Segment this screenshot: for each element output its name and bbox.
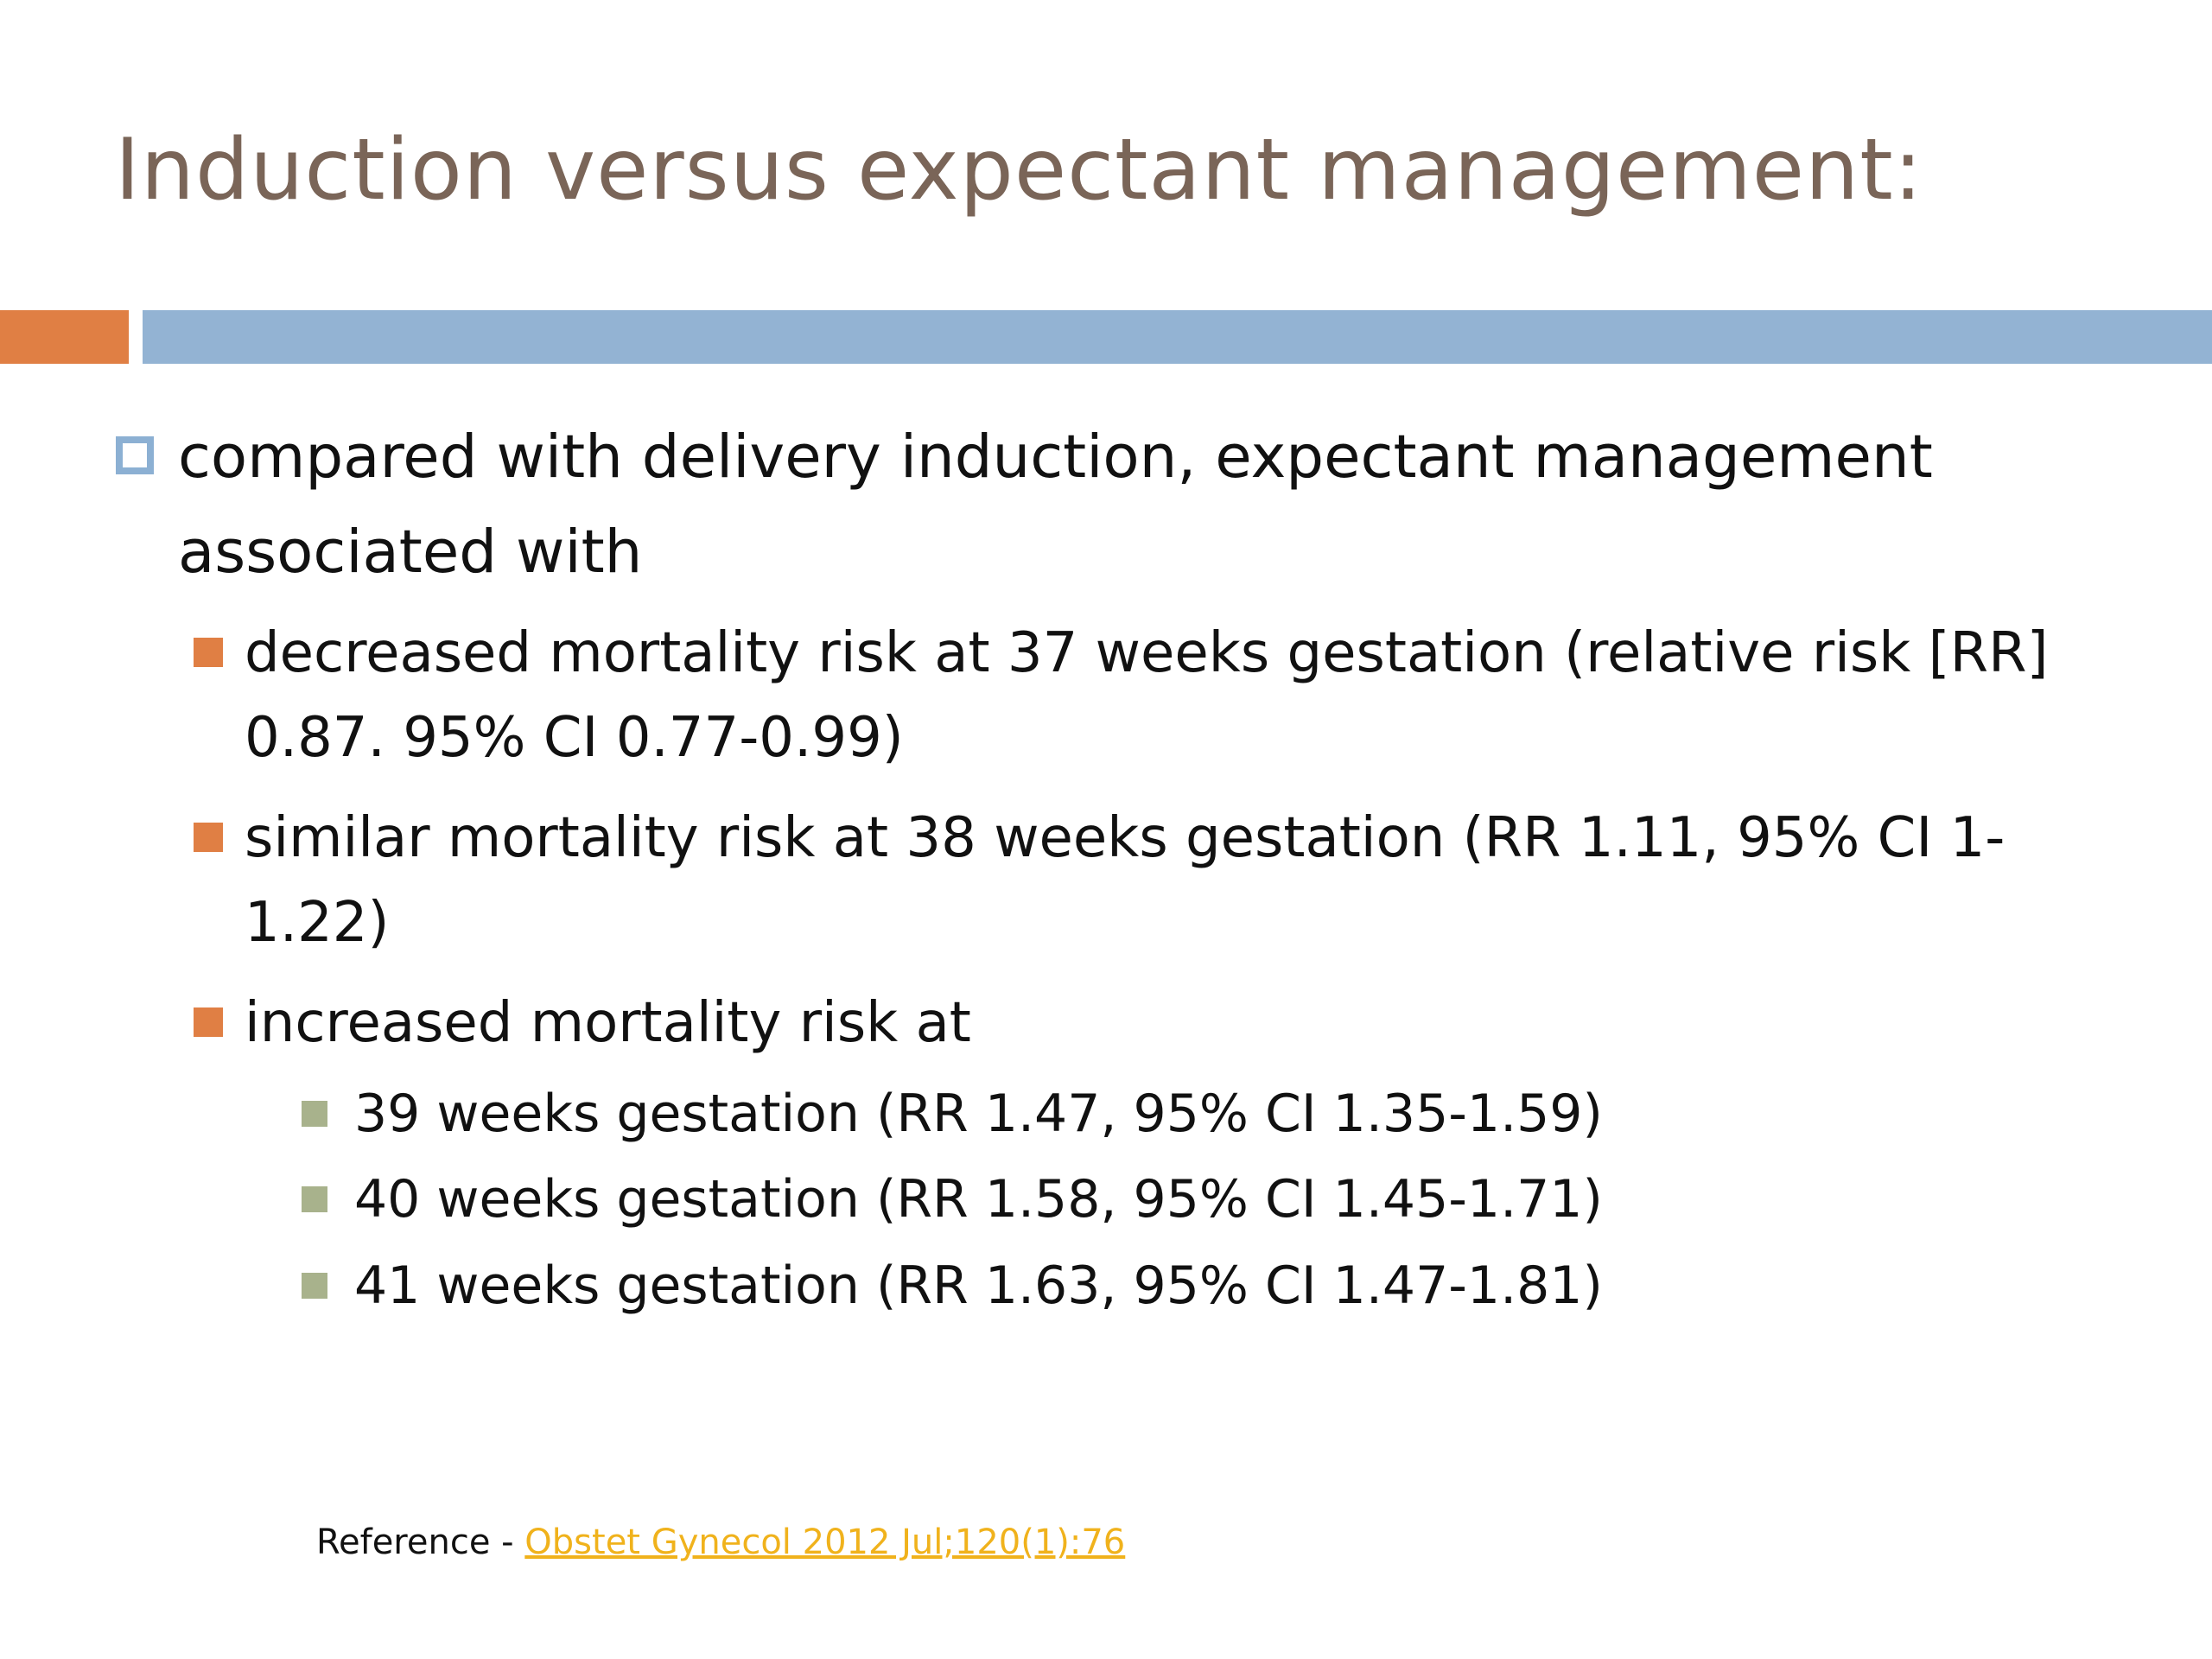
sub-bullet-38-weeks: similar mortality risk at 38 weeks gesta… [245, 806, 2005, 955]
sub-bullet-37-weeks: decreased mortality risk at 37 weeks ges… [245, 621, 2049, 770]
nested-bullet-39-weeks: 39 weeks gestation (RR 1.47, 95% CI 1.35… [354, 1084, 1603, 1144]
green-square-bullet-icon [302, 1101, 327, 1127]
nested-bullet-41-weeks: 41 weeks gestation (RR 1.63, 95% CI 1.47… [354, 1255, 1603, 1316]
orange-square-bullet-icon [194, 638, 223, 667]
slide-title: Induction versus expectant management: [115, 121, 1923, 219]
sub-bullet-increased: increased mortality risk at [245, 991, 971, 1055]
accent-bar-orange [0, 310, 129, 364]
orange-square-bullet-icon [194, 1007, 223, 1037]
reference-line: Reference - Obstet Gynecol 2012 Jul;120(… [316, 1522, 1125, 1562]
accent-bar-blue [143, 310, 2212, 364]
green-square-bullet-icon [302, 1186, 327, 1212]
reference-label: Reference - [316, 1522, 525, 1562]
main-bullet-text: compared with delivery induction, expect… [178, 423, 1933, 587]
green-square-bullet-icon [302, 1273, 327, 1299]
hollow-square-bullet-icon [116, 436, 154, 474]
orange-square-bullet-icon [194, 823, 223, 852]
nested-bullet-40-weeks: 40 weeks gestation (RR 1.58, 95% CI 1.45… [354, 1169, 1603, 1230]
reference-link[interactable]: Obstet Gynecol 2012 Jul;120(1):76 [524, 1522, 1126, 1562]
